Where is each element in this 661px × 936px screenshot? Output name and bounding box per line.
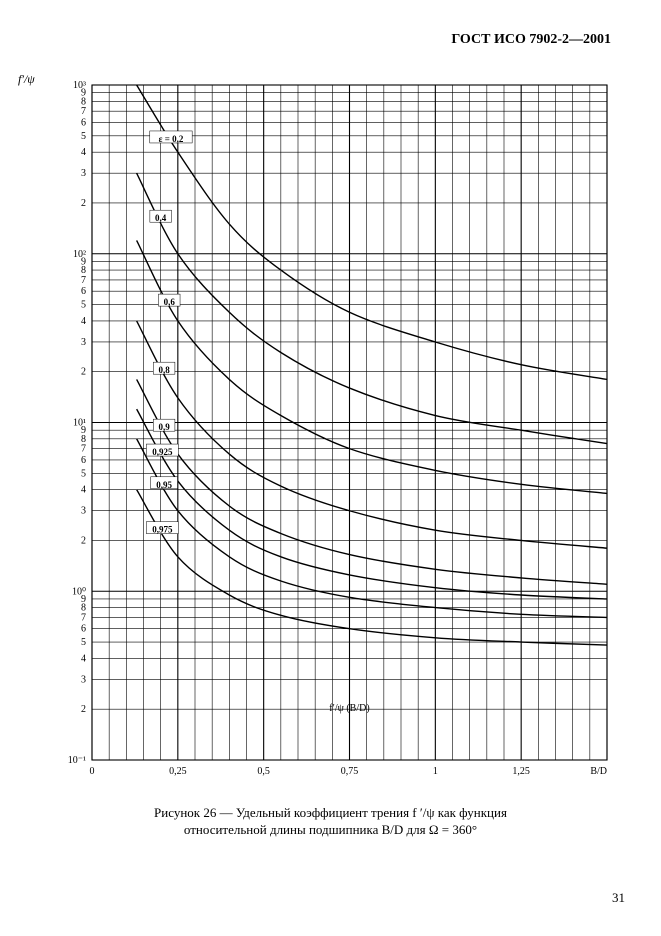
svg-text:7: 7 xyxy=(81,275,86,286)
svg-text:3: 3 xyxy=(81,506,86,517)
svg-text:3: 3 xyxy=(81,168,86,179)
svg-text:10³: 10³ xyxy=(73,80,86,91)
svg-text:2: 2 xyxy=(81,198,86,209)
svg-text:10⁻¹: 10⁻¹ xyxy=(68,755,86,766)
svg-text:0,925: 0,925 xyxy=(152,447,173,457)
svg-text:0,75: 0,75 xyxy=(341,766,359,777)
svg-text:5: 5 xyxy=(81,468,86,479)
svg-text:4: 4 xyxy=(81,485,86,496)
svg-text:ε = 0,2: ε = 0,2 xyxy=(159,134,184,144)
svg-text:6: 6 xyxy=(81,624,86,635)
svg-text:0,25: 0,25 xyxy=(169,766,187,777)
svg-text:10⁰: 10⁰ xyxy=(72,586,86,597)
svg-text:2: 2 xyxy=(81,535,86,546)
svg-text:4: 4 xyxy=(81,316,86,327)
svg-text:3: 3 xyxy=(81,674,86,685)
svg-text:1: 1 xyxy=(433,766,438,777)
caption-line-1: Рисунок 26 — Удельный коэффициент трения… xyxy=(154,805,507,820)
page-number: 31 xyxy=(612,890,625,906)
svg-text:0,975: 0,975 xyxy=(152,525,173,535)
svg-text:4: 4 xyxy=(81,653,86,664)
svg-text:0,4: 0,4 xyxy=(155,213,167,223)
svg-text:2: 2 xyxy=(81,367,86,378)
y-axis-label: f′/ψ xyxy=(18,72,35,87)
svg-text:0,5: 0,5 xyxy=(257,766,270,777)
svg-text:0: 0 xyxy=(90,766,95,777)
svg-text:6: 6 xyxy=(81,286,86,297)
svg-text:4: 4 xyxy=(81,147,86,158)
page: ГОСТ ИСО 7902-2—2001 f′/ψ 0 0,25 0,5 0,75 1 1… xyxy=(0,0,661,936)
svg-text:6: 6 xyxy=(81,117,86,128)
svg-text:7: 7 xyxy=(81,106,86,117)
svg-text:2: 2 xyxy=(81,704,86,715)
svg-text:5: 5 xyxy=(81,300,86,311)
svg-text:0,9: 0,9 xyxy=(158,422,170,432)
document-header: ГОСТ ИСО 7902-2—2001 xyxy=(451,32,611,48)
svg-text:5: 5 xyxy=(81,637,86,648)
svg-text:6: 6 xyxy=(81,455,86,466)
svg-text:7: 7 xyxy=(81,612,86,623)
svg-text:f′/ψ (B/D): f′/ψ (B/D) xyxy=(329,703,369,714)
friction-chart: 00,250,50,7511,25B/D10⁻¹2345678910⁰23456… xyxy=(52,80,612,780)
svg-text:B/D: B/D xyxy=(590,766,607,777)
svg-text:1,25: 1,25 xyxy=(512,766,530,777)
svg-text:3: 3 xyxy=(81,337,86,348)
svg-text:10¹: 10¹ xyxy=(73,418,86,429)
svg-text:10²: 10² xyxy=(73,249,86,260)
chart-svg: 00,250,50,7511,25B/D10⁻¹2345678910⁰23456… xyxy=(52,80,612,780)
svg-text:0,8: 0,8 xyxy=(158,365,170,375)
svg-text:5: 5 xyxy=(81,131,86,142)
svg-text:0,95: 0,95 xyxy=(156,480,172,490)
svg-text:0,6: 0,6 xyxy=(164,297,176,307)
figure-caption: Рисунок 26 — Удельный коэффициент трения… xyxy=(0,805,661,839)
caption-line-2: относительной длины подшипника B/D для Ω… xyxy=(184,822,477,837)
svg-text:7: 7 xyxy=(81,444,86,455)
